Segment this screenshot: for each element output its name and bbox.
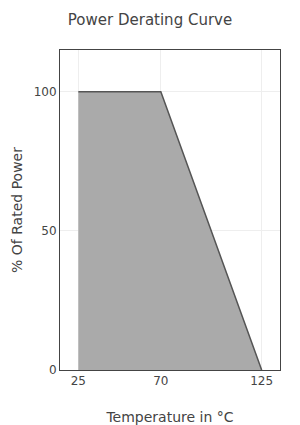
svg-text:125: 125	[250, 374, 273, 388]
svg-text:70: 70	[153, 374, 168, 388]
svg-text:0: 0	[49, 363, 57, 377]
svg-text:25: 25	[71, 374, 86, 388]
svg-text:50: 50	[41, 224, 56, 238]
svg-text:% Of Rated Power: % Of Rated Power	[9, 147, 25, 273]
svg-text:Temperature in °C: Temperature in °C	[105, 409, 233, 425]
svg-text:100: 100	[34, 85, 57, 99]
svg-text:Power Derating Curve: Power Derating Curve	[68, 11, 232, 29]
